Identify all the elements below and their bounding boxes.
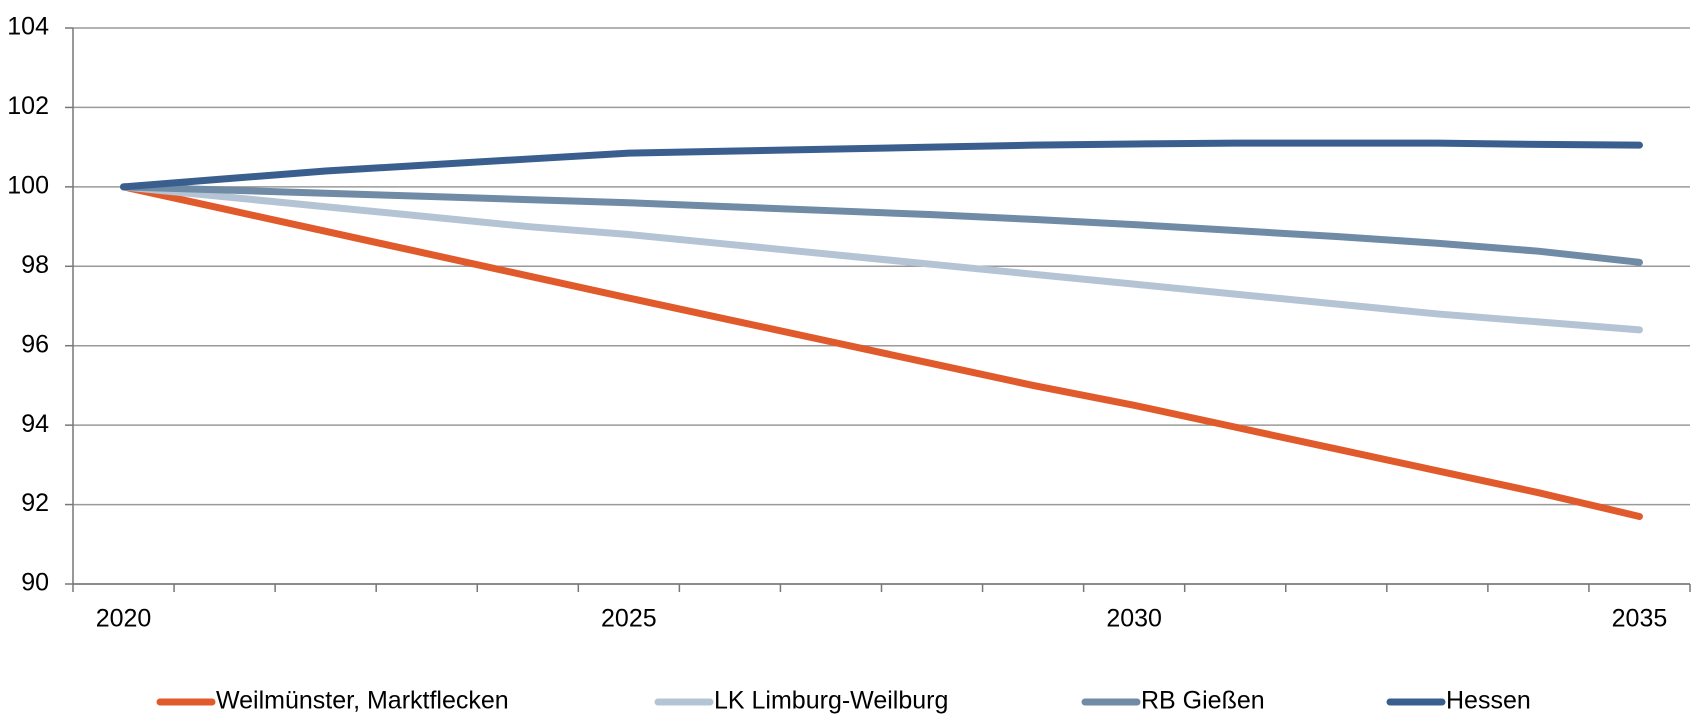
legend-label: LK Limburg-Weilburg: [714, 687, 948, 715]
y-tick-label: 94: [21, 410, 49, 438]
series-line: [120, 183, 1643, 520]
x-tick-label: 2030: [1106, 605, 1162, 633]
y-tick-label: 96: [21, 330, 49, 358]
y-tick-label: 100: [7, 171, 49, 199]
y-tick-label: 104: [7, 13, 49, 41]
x-tick-label: 2020: [96, 605, 152, 633]
x-tick-label: 2035: [1612, 605, 1668, 633]
series-line: [120, 183, 1643, 334]
legend-label: Hessen: [1446, 687, 1531, 715]
y-tick-label: 92: [21, 489, 49, 517]
y-tick-label: 90: [21, 569, 49, 597]
y-tick-label: 98: [21, 251, 49, 279]
legend-label: RB Gießen: [1141, 687, 1265, 715]
x-tick-label: 2025: [601, 605, 657, 633]
series-line: [120, 139, 1643, 191]
legend-label: Weilmünster, Marktflecken: [216, 687, 509, 715]
y-tick-label: 102: [7, 92, 49, 120]
series-line: [120, 183, 1643, 266]
